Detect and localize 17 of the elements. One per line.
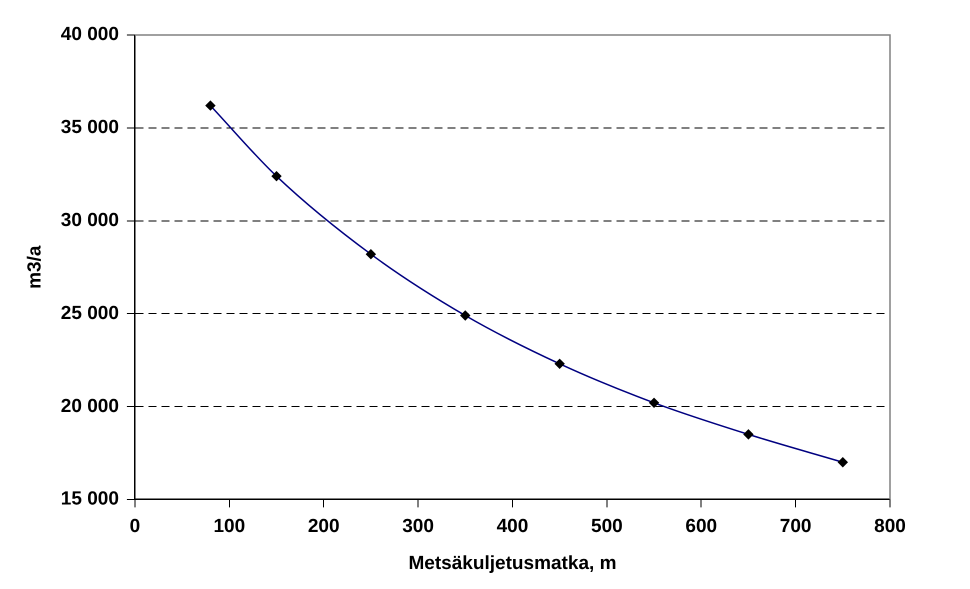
x-tick-label: 400 (496, 516, 528, 538)
y-tick-label: 35 000 (60, 117, 119, 138)
y-tick-label: 30 000 (60, 210, 119, 231)
x-axis-title: Metsäkuljetusmatka, m (408, 552, 616, 574)
x-tick-label: 600 (685, 516, 718, 538)
y-tick-label: 25 000 (60, 302, 119, 324)
x-tick-label: 700 (780, 516, 812, 538)
y-axis-title: m3/a (24, 245, 46, 289)
x-tick-label: 100 (213, 516, 246, 538)
x-tick-label: 200 (308, 516, 340, 538)
x-tick-label: 800 (874, 516, 906, 538)
x-tick-label: 500 (590, 516, 623, 538)
y-tick-label: 40 000 (60, 24, 119, 46)
x-tick-label: 300 (402, 516, 434, 538)
y-tick-label: 15 000 (60, 488, 119, 510)
y-tick-label: 20 000 (60, 396, 119, 417)
x-tick-label: 0 (130, 516, 140, 538)
